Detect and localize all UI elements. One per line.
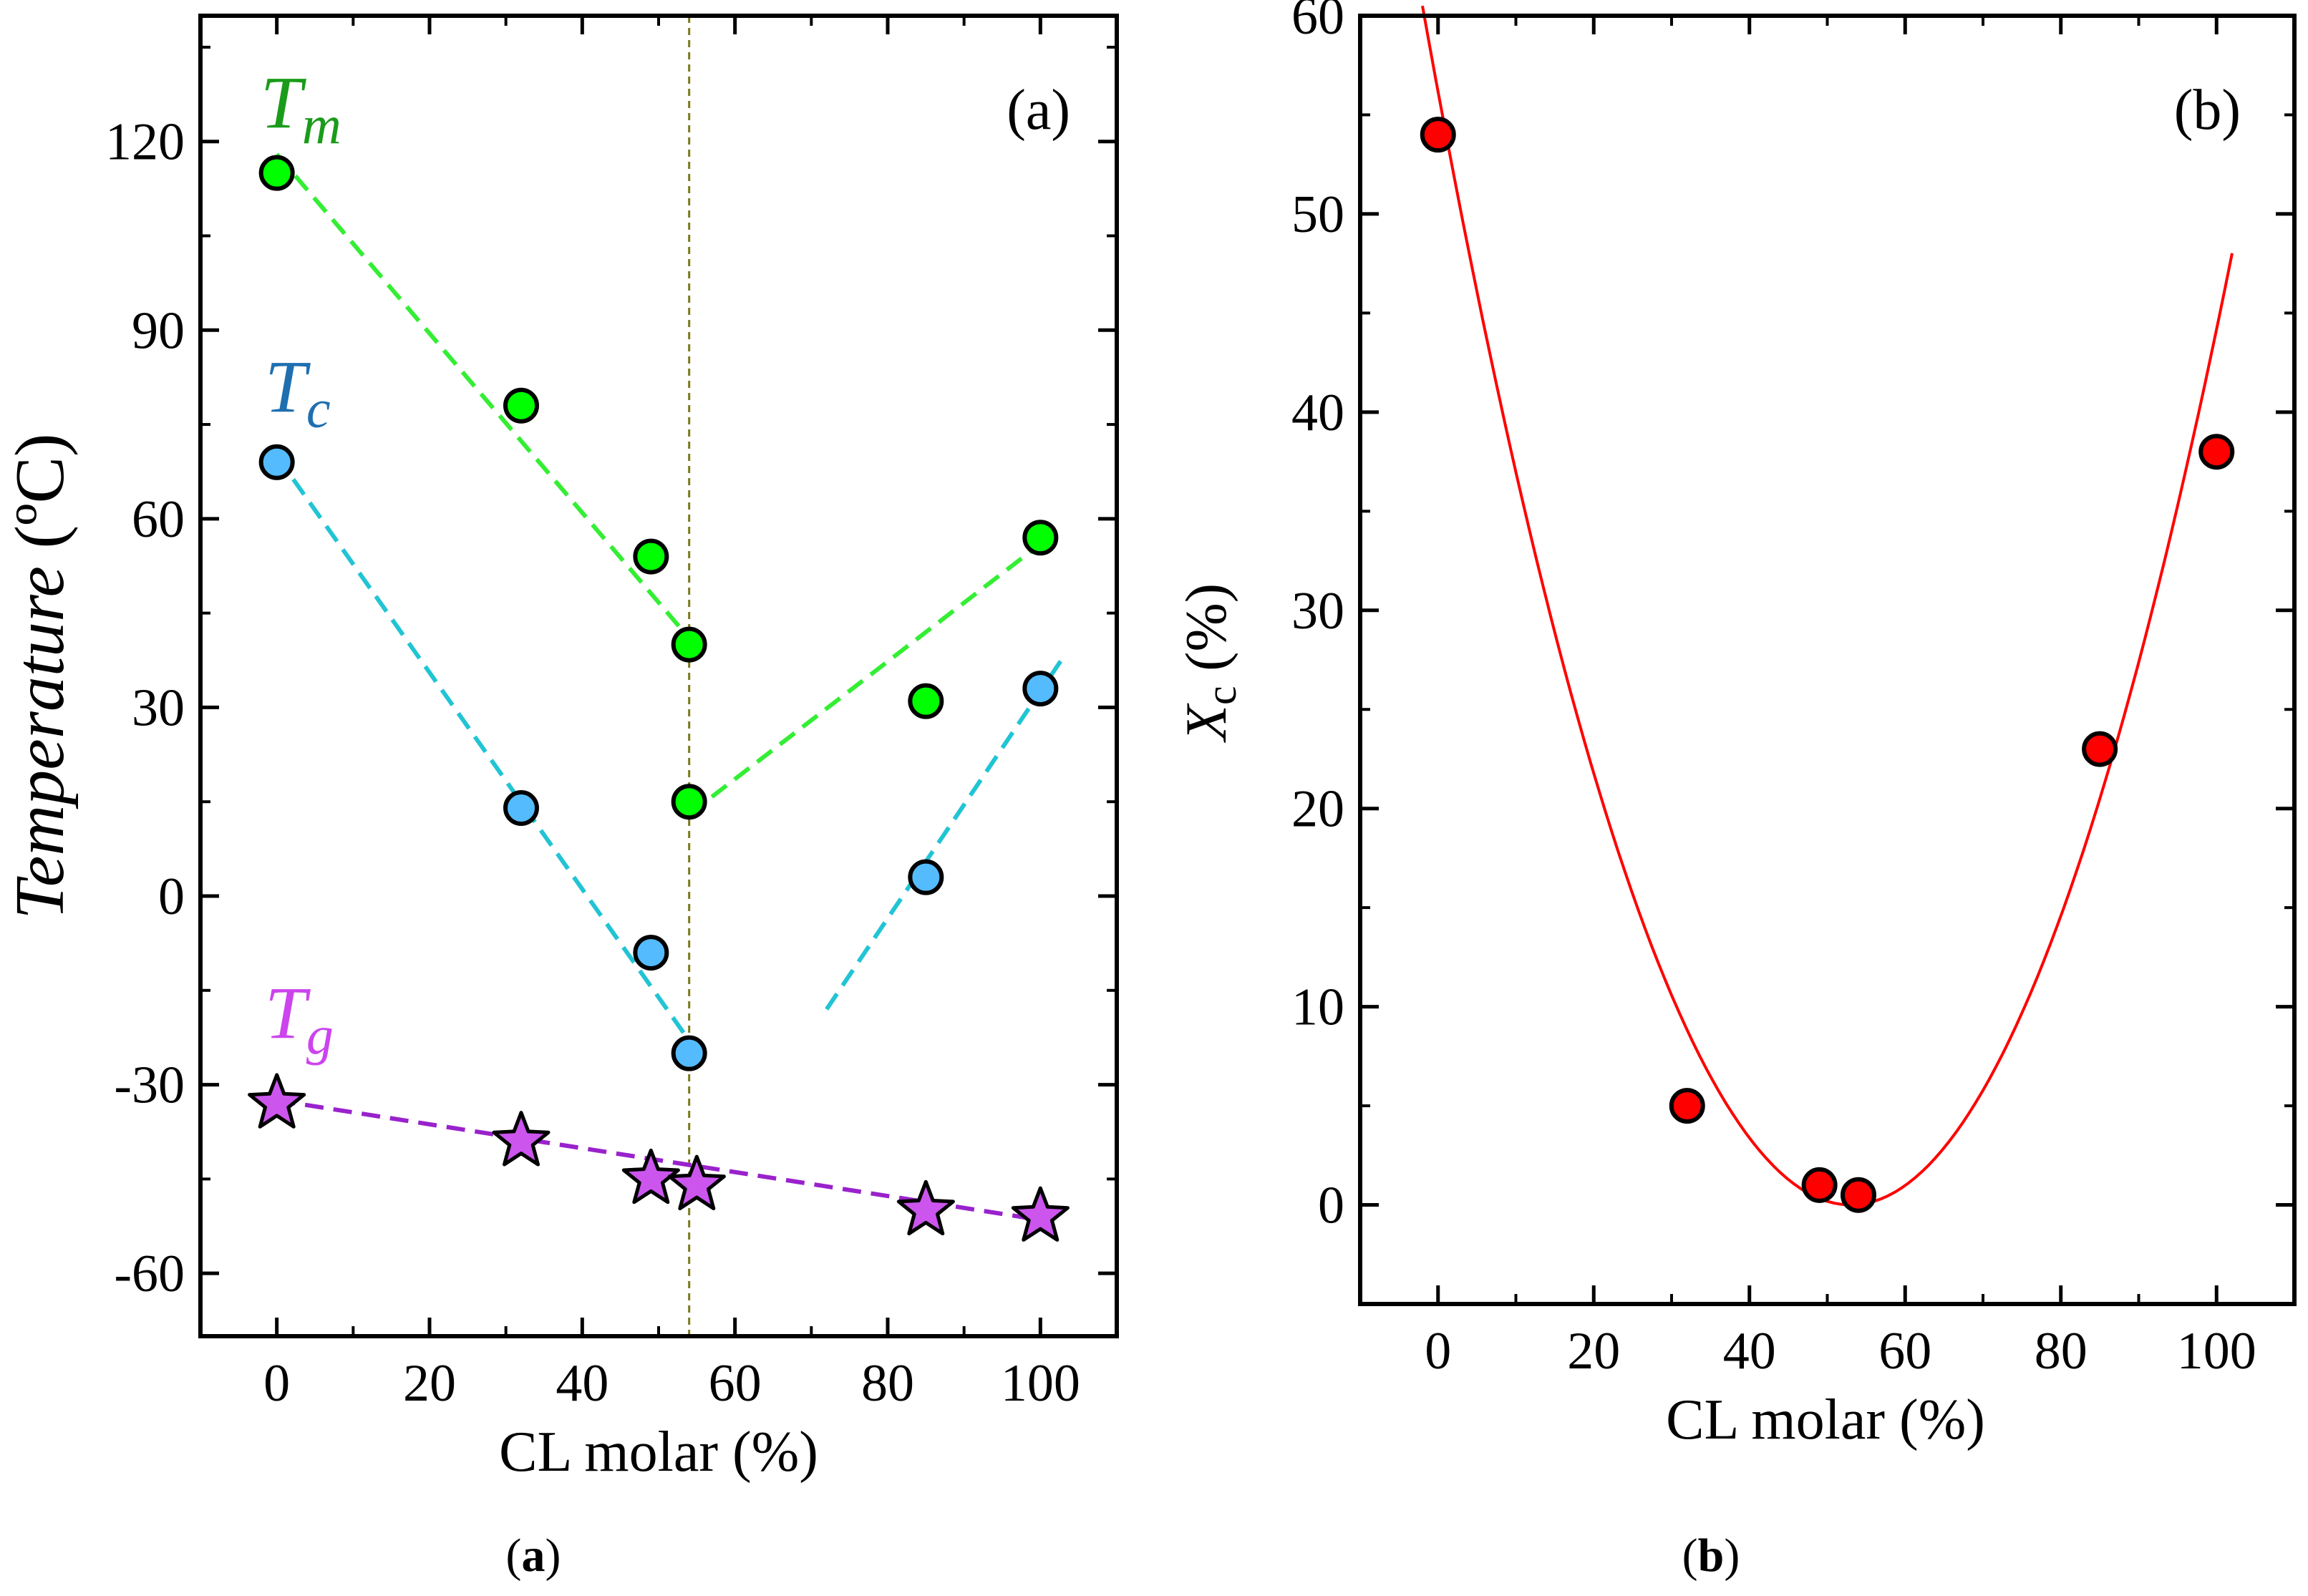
tm-label-main: T bbox=[261, 62, 306, 144]
panel-a-x-tick-label: 100 bbox=[1001, 1354, 1080, 1413]
panel-b-marks bbox=[1420, 5, 2235, 1213]
tm-point bbox=[258, 155, 295, 191]
panel-b-y-axis-title-unit: (%) bbox=[1173, 583, 1238, 686]
panel-b-x-tick-label: 60 bbox=[1878, 1322, 1931, 1381]
panel-a-y-tick-label: 60 bbox=[132, 490, 185, 549]
tg-series-label: Tg bbox=[265, 972, 334, 1066]
tm-point bbox=[671, 784, 707, 820]
panel-b-x-tick-label: 100 bbox=[2177, 1322, 2256, 1381]
panel-b-x-tick-label: 0 bbox=[1425, 1322, 1451, 1381]
panel-b-crystallinity-chart: 0 20 40 60 80 100 0 10 20 30 40 50 60 (b) CL molar (… bbox=[1173, 0, 2297, 1582]
panel-a-x-tick-label: 0 bbox=[263, 1354, 290, 1413]
panel-a-marks bbox=[248, 16, 1070, 1336]
panel-b-tag: (b) bbox=[2174, 79, 2241, 142]
panel-a-y-tick-label: 90 bbox=[132, 301, 185, 360]
panel-b-caption-letter: b bbox=[1698, 1529, 1725, 1582]
panel-b-y-tick-label: 10 bbox=[1291, 978, 1344, 1037]
panel-a-x-tick-label: 40 bbox=[556, 1354, 608, 1413]
panel-b-y-axis-title-sub: c bbox=[1198, 686, 1245, 705]
tc-point bbox=[908, 859, 944, 895]
panel-b-x-tick-label: 20 bbox=[1567, 1322, 1620, 1381]
panel-b-y-tick-label: 60 bbox=[1291, 0, 1344, 46]
panel-a-x-tick-label: 60 bbox=[709, 1354, 762, 1413]
panel-b-caption-close: ) bbox=[1724, 1529, 1740, 1582]
tc-point bbox=[1022, 671, 1059, 707]
tm-point bbox=[503, 387, 539, 424]
xc-point bbox=[2198, 434, 2235, 470]
tg-point bbox=[621, 1148, 680, 1205]
tg-point bbox=[896, 1179, 955, 1236]
panel-a-y-tick-label: 120 bbox=[105, 113, 185, 172]
panel-a-ticks: 0 20 40 60 80 100 -60 -30 0 30 60 90 120 bbox=[105, 16, 1117, 1413]
tg-point bbox=[492, 1111, 551, 1167]
panel-b-y-tick-label: 30 bbox=[1291, 582, 1344, 641]
tm-series-label: Tm bbox=[261, 62, 341, 155]
panel-a-frame bbox=[198, 14, 1119, 1338]
panel-a-x-tick-label: 80 bbox=[861, 1354, 914, 1413]
xc-point bbox=[1420, 117, 1456, 153]
panel-a-caption-letter: a bbox=[522, 1529, 546, 1582]
panel-a-x-axis-title: CL molar (%) bbox=[499, 1421, 818, 1484]
tc-point bbox=[671, 1035, 707, 1071]
tg-label-sub: g bbox=[306, 1006, 334, 1066]
panel-a-caption-open: ( bbox=[506, 1529, 522, 1582]
panel-a-y-axis-title: Temperature (ºC) bbox=[1, 433, 79, 919]
panel-a-y-tick-label: 0 bbox=[158, 867, 185, 926]
panel-a-y-tick-label: -30 bbox=[114, 1056, 185, 1115]
panel-b-y-axis-title: Xc (%) bbox=[1173, 583, 1245, 743]
panel-a-y-axis-title-main: Temperature bbox=[1, 566, 79, 920]
tc-point bbox=[258, 444, 295, 480]
panel-b-x-tick-label: 40 bbox=[1723, 1322, 1776, 1381]
tc-series-label: Tc bbox=[265, 346, 331, 439]
tg-point bbox=[1011, 1186, 1070, 1242]
panel-a-caption-close: ) bbox=[546, 1529, 561, 1582]
tm-point bbox=[1022, 520, 1059, 556]
panel-b-y-tick-label: 0 bbox=[1318, 1177, 1344, 1235]
panel-a-tag: (a) bbox=[1007, 79, 1070, 142]
panel-b-y-axis-title-main: X bbox=[1173, 703, 1238, 743]
panel-b-caption: (b) bbox=[1682, 1529, 1740, 1582]
tm-label-sub: m bbox=[302, 95, 341, 155]
tm-point bbox=[671, 626, 707, 663]
panel-a-temperature-chart: 0 20 40 60 80 100 -60 -30 0 30 60 90 120 (a) CL mola… bbox=[1, 14, 1119, 1582]
panel-b-y-tick-label: 40 bbox=[1291, 384, 1344, 442]
tg-label-main: T bbox=[265, 972, 311, 1054]
xc-point bbox=[1669, 1088, 1705, 1124]
tc-label-sub: c bbox=[306, 379, 331, 439]
xc-point bbox=[2082, 731, 2118, 767]
xc-point bbox=[1801, 1167, 1838, 1203]
tm-point bbox=[908, 683, 944, 719]
tc-fit-line bbox=[275, 454, 692, 1042]
panel-b-ticks: 0 20 40 60 80 100 0 10 20 30 40 50 60 bbox=[1291, 0, 2294, 1381]
tc-point bbox=[633, 935, 669, 971]
panel-a-y-axis-title-unit: (ºC) bbox=[1, 433, 79, 566]
tm-fit-line bbox=[687, 542, 1042, 817]
panel-b-y-tick-label: 50 bbox=[1291, 185, 1344, 244]
panel-b-y-tick-label: 20 bbox=[1291, 780, 1344, 839]
panel-b-frame bbox=[1358, 14, 2297, 1306]
panel-b-x-tick-label: 80 bbox=[2035, 1322, 2088, 1381]
tc-label-main: T bbox=[265, 346, 311, 428]
panel-a-y-tick-label: 30 bbox=[132, 678, 185, 737]
panel-a-x-tick-label: 20 bbox=[403, 1354, 456, 1413]
tg-point bbox=[667, 1154, 726, 1210]
panel-a-y-tick-label: -60 bbox=[114, 1245, 185, 1303]
xc-fit-curve bbox=[1421, 5, 2234, 1207]
tc-fit-line bbox=[825, 656, 1065, 1011]
tm-fit-line bbox=[275, 152, 691, 640]
tc-point bbox=[503, 790, 539, 826]
panel-a-caption: (a) bbox=[506, 1529, 561, 1582]
tm-point bbox=[633, 538, 669, 575]
panel-b-caption-open: ( bbox=[1682, 1529, 1698, 1582]
tg-point bbox=[248, 1073, 306, 1129]
xc-point bbox=[1841, 1177, 1876, 1213]
panel-b-x-axis-title: CL molar (%) bbox=[1666, 1388, 1985, 1451]
